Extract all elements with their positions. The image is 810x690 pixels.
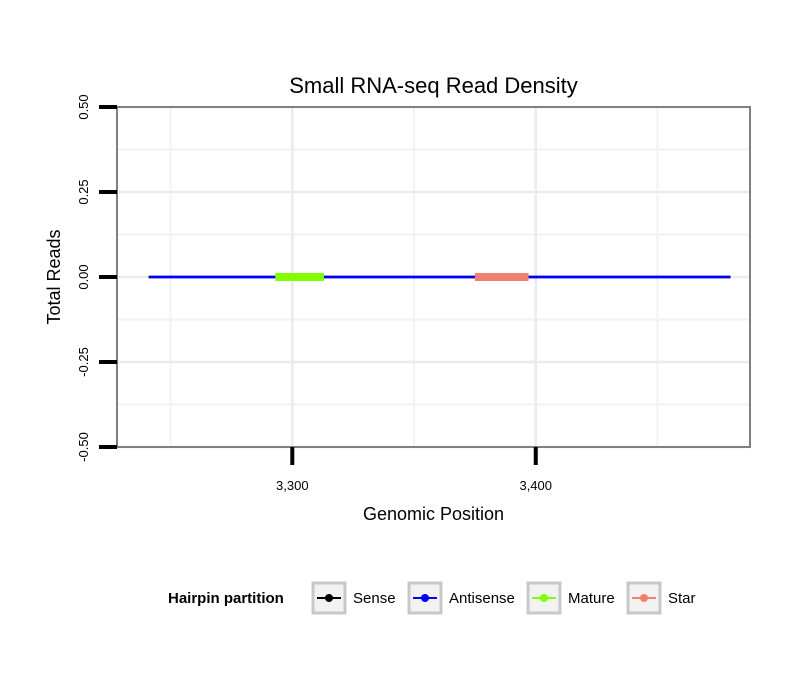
x-axis-title: Genomic Position — [363, 504, 504, 524]
legend: Hairpin partition Sense Antisense Mature St… — [168, 581, 696, 615]
chart-title: Small RNA-seq Read Density — [289, 73, 578, 98]
legend-dot-star — [640, 594, 648, 602]
y-tick-label: -0.50 — [76, 432, 91, 462]
y-tick-label: -0.25 — [76, 347, 91, 377]
x-tick-label: 3,400 — [519, 478, 552, 493]
legend-dot-antisense — [421, 594, 429, 602]
legend-dot-mature — [540, 594, 548, 602]
legend-label-mature: Mature — [568, 590, 615, 607]
legend-dot-sense — [325, 594, 333, 602]
legend-label-antisense: Antisense — [449, 590, 515, 607]
x-tick-label: 3,300 — [276, 478, 309, 493]
y-tick-label: 0.00 — [76, 264, 91, 289]
y-axis-title: Total Reads — [44, 229, 64, 324]
legend-label-sense: Sense — [353, 590, 396, 607]
y-tick-label: 0.25 — [76, 179, 91, 204]
axes: 0.50 0.25 0.00 -0.25 -0.50 3,300 3,400 — [76, 94, 751, 493]
legend-label-star: Star — [668, 590, 696, 607]
legend-title: Hairpin partition — [168, 590, 284, 607]
y-tick-label: 0.50 — [76, 94, 91, 119]
